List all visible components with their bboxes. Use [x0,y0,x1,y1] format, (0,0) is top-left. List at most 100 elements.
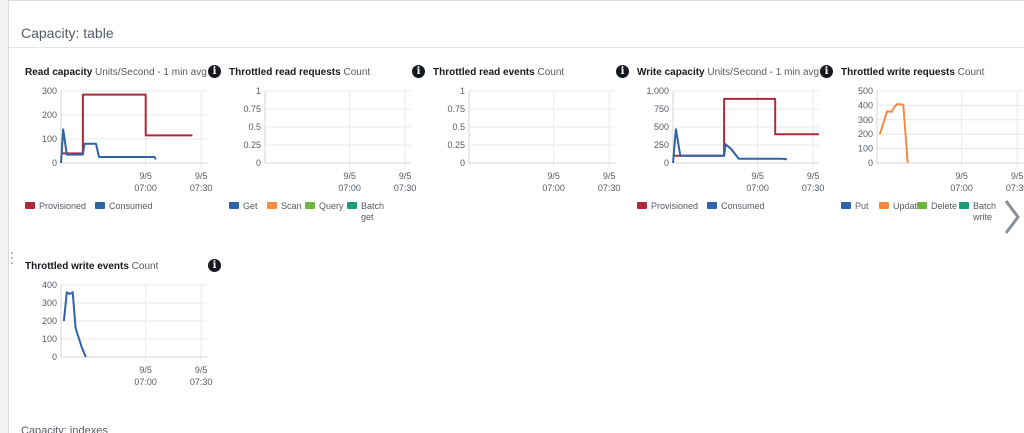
y-tick-label: 0 [868,158,873,168]
legend-label: Consumed [721,201,765,211]
legend-label: Update [893,201,923,211]
y-tick-label: 200 [42,110,57,120]
chart-title: Throttled read requests Count [229,67,370,78]
legend-label: Scan [281,201,302,211]
chart-unit-text: Count [128,261,159,272]
chart-plot: 1 0.75 0.5 0.25 0 9/5 07:00 9/5 07:30 [243,86,417,193]
chart-card-throttled-read-requests: Throttled read requests Count i 1 0.75 0.5 0.… [229,65,429,237]
info-icon[interactable]: i [412,65,425,78]
legend-swatch [707,202,717,209]
info-icon[interactable]: i [208,259,221,272]
x-tick-date: 9/5 [343,171,356,181]
chart-card-write-capacity: Write capacity Units/Second - 1 min avg i… [637,65,837,237]
legend-label: Batch get [361,201,385,222]
y-tick-label: 0.75 [243,104,261,114]
x-tick-date: 9/5 [603,171,616,181]
x-tick-time: 07:00 [134,377,157,387]
legend-swatch [841,202,851,209]
y-tick-label: 1 [460,86,465,96]
y-tick-label: 0 [52,352,57,362]
chart-title-text: Throttled read requests [229,67,341,78]
legend-label: Consumed [109,201,153,211]
info-icon[interactable]: i [616,65,629,78]
legend-item[interactable]: Batch write [959,201,1001,223]
legend-item[interactable]: Delete [917,201,957,212]
legend-item[interactable]: Update [879,201,922,212]
y-tick-label: 0 [52,158,57,168]
y-tick-label: 300 [42,298,57,308]
x-tick-time: 07:30 [394,183,417,193]
y-tick-label: 0 [664,158,669,168]
chart-card-throttled-write-events: Throttled write events Count i 400 300 200 10… [25,259,225,431]
chart-plot: 1,000 750 500 250 0 9/5 07:00 9/5 07:30 [646,86,825,193]
resize-handle-icon[interactable] [10,251,14,265]
y-tick-label: 0 [256,158,261,168]
chart-unit-text: Count [954,67,985,78]
legend-item[interactable]: Scan [267,201,302,212]
legend-item[interactable]: Consumed [95,201,153,212]
legend-swatch [305,202,315,209]
chart-title-text: Throttled read events [433,67,535,78]
chart-title-text: Throttled write requests [841,67,955,78]
y-tick-label: 400 [42,280,57,290]
chart-title-text: Write capacity [637,67,705,78]
y-tick-label: 750 [654,104,669,114]
legend-swatch [229,202,239,209]
legend-item[interactable]: Provisioned [25,201,86,212]
x-tick-date: 9/5 [547,171,560,181]
y-tick-label: 400 [858,100,873,110]
chart-plot: 400 300 200 100 0 9/5 07:00 9/5 07:30 [42,280,213,387]
series-line-provisioned [61,93,193,155]
legend-label: Put [855,201,869,211]
x-tick-time: 07:00 [746,183,769,193]
x-tick-time: 07:30 [802,183,825,193]
x-tick-date: 9/5 [1011,171,1024,181]
legend-label: Batch write [973,201,997,222]
y-tick-label: 100 [42,334,57,344]
legend-swatch [25,202,35,209]
y-tick-label: 0 [460,158,465,168]
chevron-right-icon[interactable] [1002,197,1022,237]
divider [9,47,1024,48]
x-tick-time: 07:00 [950,183,973,193]
next-section-title: Capacity: indexes [21,425,108,433]
chart-title: Throttled write requests Count [841,67,984,78]
capacity-panel: Capacity: table Read capacity Units/Seco… [8,0,1024,433]
x-tick-time: 07:30 [190,377,213,387]
x-tick-date: 9/5 [195,171,208,181]
y-tick-label: 100 [42,134,57,144]
chart-title: Write capacity Units/Second - 1 min avg [637,67,819,78]
y-tick-label: 300 [42,86,57,96]
section-title: Capacity: table [21,25,114,41]
y-tick-label: 300 [858,115,873,125]
legend-swatch [917,202,927,209]
chart-plot: 500 400 300 200 100 0 9/5 07:00 9/5 07:30 [858,86,1024,193]
y-tick-label: 100 [858,144,873,154]
x-tick-date: 9/5 [195,365,208,375]
y-tick-label: 0.5 [452,122,465,132]
legend-item[interactable]: Put [841,201,869,212]
chart-title-text: Read capacity [25,67,93,78]
legend-label: Provisioned [39,201,87,211]
legend-item[interactable]: Query [305,201,344,212]
legend-item[interactable]: Consumed [707,201,765,212]
info-icon[interactable]: i [820,65,833,78]
legend-item[interactable]: Get [229,201,258,212]
legend-item[interactable]: Batch get [347,201,389,223]
x-tick-date: 9/5 [139,365,152,375]
y-tick-label: 200 [858,129,873,139]
legend-label: Delete [931,201,958,211]
legend-label: Provisioned [651,201,699,211]
chart-title: Throttled read events Count [433,67,564,78]
chart-title: Throttled write events Count [25,261,158,272]
chart-plot: 1 0.75 0.5 0.25 0 9/5 07:00 9/5 07:30 [447,86,620,193]
x-tick-time: 07:00 [134,183,157,193]
series-line-consumed [60,128,157,164]
y-tick-label: 0.5 [248,122,261,132]
series-line-count [62,291,87,358]
info-icon[interactable]: i [208,65,221,78]
x-tick-time: 07:00 [542,183,565,193]
x-tick-date: 9/5 [751,171,764,181]
legend-item[interactable]: Provisioned [637,201,698,212]
x-tick-time: 07:00 [338,183,361,193]
